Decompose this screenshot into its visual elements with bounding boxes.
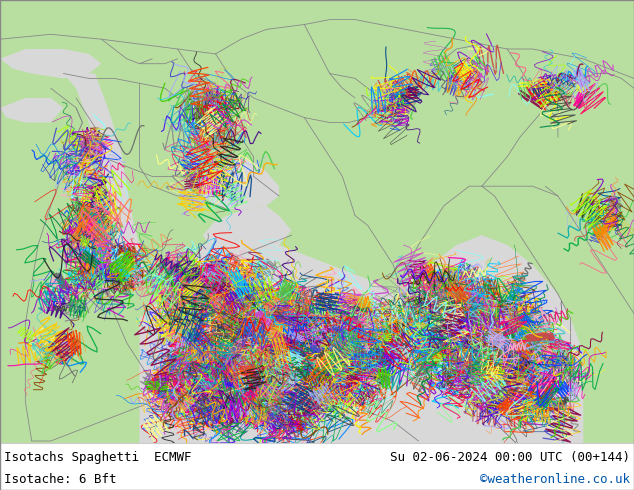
Text: Su 02-06-2024 00:00 UTC (00+144): Su 02-06-2024 00:00 UTC (00+144) [390,451,630,464]
Text: ©weatheronline.co.uk: ©weatheronline.co.uk [480,473,630,486]
Polygon shape [203,157,279,211]
Polygon shape [0,98,63,122]
Polygon shape [63,74,146,284]
Polygon shape [139,235,406,451]
Text: Isotache: 6 Bft: Isotache: 6 Bft [4,473,117,486]
Polygon shape [406,235,583,451]
Polygon shape [0,49,101,78]
Polygon shape [203,206,292,255]
Polygon shape [190,98,216,147]
Text: Isotachs Spaghetti  ECMWF: Isotachs Spaghetti ECMWF [4,451,191,464]
Bar [0,443,634,490]
